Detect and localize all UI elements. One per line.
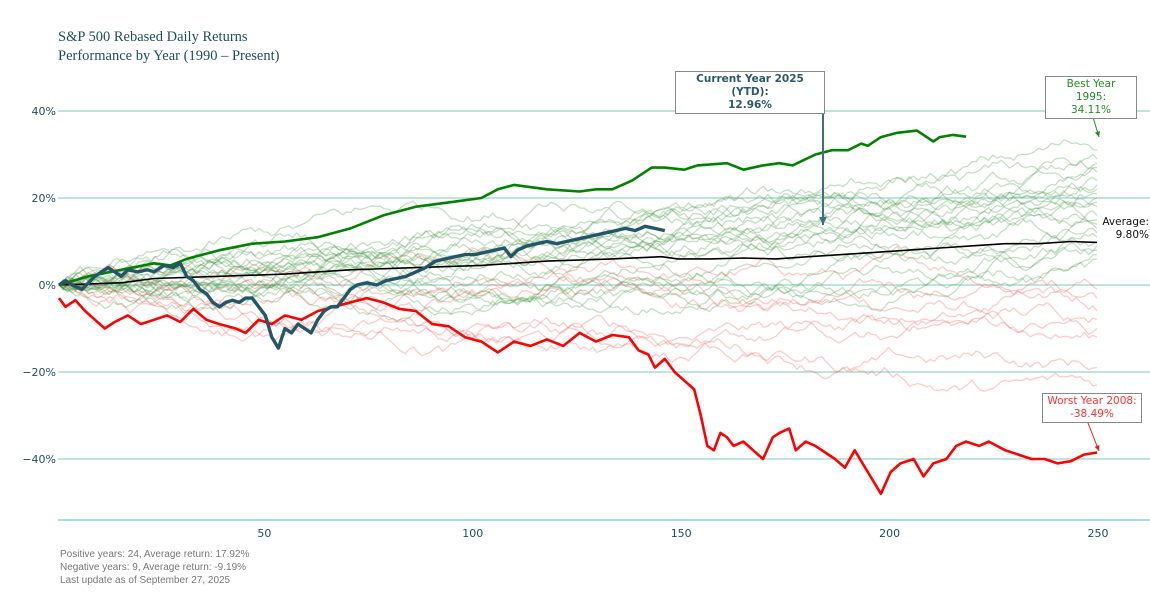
x-tick-label: 100	[462, 527, 483, 540]
footer-negative-years: Negative years: 9, Average return: -9.19…	[60, 562, 247, 573]
x-tick-label: 200	[879, 527, 900, 540]
y-tick-label: 40%	[32, 105, 56, 118]
best-year-annotation: Best Year 1995: 34.11%	[1045, 76, 1137, 119]
negative-year-line	[58, 282, 1098, 380]
chart-title-line1: S&P 500 Rebased Daily Returns	[58, 29, 248, 45]
positive-year-line	[58, 139, 1098, 311]
positive-year-line	[58, 220, 1098, 315]
positive-year-line	[58, 245, 1098, 312]
positive-year-line	[58, 227, 1098, 295]
positive-year-line	[58, 192, 1098, 295]
positive-year-line	[58, 192, 1098, 286]
y-tick-label: 20%	[32, 192, 56, 205]
positive-year-line	[58, 167, 1098, 292]
footer-positive-years: Positive years: 24, Average return: 17.9…	[60, 549, 250, 560]
x-tick-label: 150	[671, 527, 692, 540]
positive-year-line	[58, 196, 1098, 292]
worst-year-value: -38.49%	[1070, 408, 1114, 420]
best-year-1995-line	[58, 129, 967, 287]
current-year-value: 12.96%	[728, 99, 772, 111]
arrow-head-icon	[1094, 131, 1100, 137]
positive-year-line	[58, 237, 1098, 314]
y-tick-label: −40%	[22, 453, 56, 466]
x-tick-label: 250	[1088, 527, 1109, 540]
average-value: 9.80%	[1115, 229, 1149, 241]
negative-year-line	[58, 280, 1098, 364]
positive-year-line	[58, 210, 1098, 286]
annotation-arrows	[819, 99, 1100, 452]
positive-year-line	[59, 176, 1098, 297]
worst-year-label: Worst Year 2008:	[1047, 395, 1137, 407]
negative-year-line	[58, 247, 1098, 311]
y-axis-ticks: 40% 20% 0% −20% −40%	[22, 105, 56, 466]
y-tick-label: −20%	[22, 366, 56, 379]
positive-year-line	[58, 166, 1098, 286]
positive-year-line	[58, 227, 1098, 316]
positive-year-line	[58, 185, 1098, 287]
chart-title: S&P 500 Rebased Daily Returns Performanc…	[58, 28, 279, 66]
y-tick-label: 0%	[39, 279, 56, 292]
arrow-head-icon	[819, 216, 827, 225]
y-gridlines	[58, 110, 1150, 521]
highlighted-lines	[57, 129, 1098, 496]
negative-year-line	[58, 274, 1098, 335]
negative-year-line	[58, 263, 1098, 314]
best-year-value: 34.11%	[1070, 104, 1112, 116]
worst-year-annotation: Worst Year 2008: -38.49%	[1042, 393, 1142, 423]
current-year-annotation: Current Year 2025 (YTD): 12.96%	[675, 71, 825, 114]
average-annotation: Average: 9.80%	[1101, 216, 1149, 242]
chart-title-line2: Performance by Year (1990 – Present)	[58, 48, 280, 64]
positive-year-line	[58, 212, 1098, 293]
positive-year-line	[58, 157, 1098, 310]
current-year-label: Current Year 2025 (YTD):	[696, 73, 804, 98]
arrow-head-icon	[1094, 445, 1100, 451]
negative-year-line	[58, 281, 1098, 354]
negative-year-line	[58, 245, 1098, 312]
x-tick-label: 50	[257, 527, 271, 540]
average-line	[58, 240, 1098, 286]
best-year-label: Best Year 1995:	[1066, 78, 1116, 103]
positive-year-line	[59, 217, 1098, 323]
positive-year-line	[58, 153, 1098, 301]
worst-year-2008-line	[57, 296, 1098, 496]
negative-year-line	[59, 275, 1098, 392]
positive-year-line	[58, 201, 1098, 290]
chart-footer: Positive years: 24, Average return: 17.9…	[60, 548, 249, 587]
background-year-lines	[58, 139, 1098, 392]
current-year-2025-line	[58, 224, 666, 350]
average-label: Average:	[1102, 216, 1149, 228]
footer-last-update: Last update as of September 27, 2025	[60, 575, 231, 586]
positive-year-line	[58, 253, 1098, 300]
positive-year-line	[58, 258, 1098, 306]
positive-year-line	[58, 176, 1098, 291]
x-axis-ticks: 50 100 150 200 250	[257, 527, 1108, 540]
